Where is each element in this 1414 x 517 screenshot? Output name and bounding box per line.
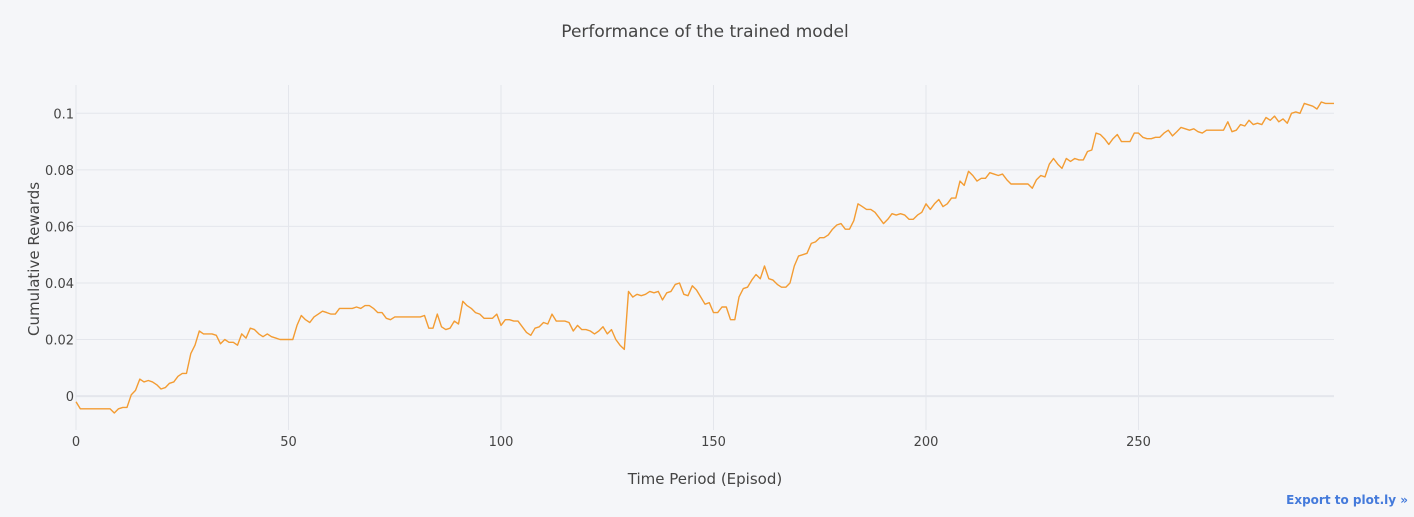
y-tick-label: 0 (66, 390, 74, 405)
y-tick-label: 0.08 (45, 164, 74, 179)
y-tick-label: 0.1 (53, 107, 74, 122)
y-axis-label: Cumulative Rewards (25, 182, 43, 336)
export-to-plotly-link[interactable]: Export to plot.ly » (1286, 493, 1408, 507)
y-tick-label: 0.04 (45, 277, 74, 292)
series-line-cumulative-rewards (75, 101, 1334, 414)
x-tick-label: 150 (701, 435, 726, 450)
y-axis-ticks: 0 0.02 0.04 0.06 0.08 0.1 (45, 107, 74, 405)
x-axis-label: Time Period (Episod) (627, 470, 782, 488)
x-tick-label: 0 (72, 435, 80, 450)
x-tick-label: 100 (489, 435, 514, 450)
y-tick-label: 0.02 (45, 334, 74, 349)
chart-title: Performance of the trained model (561, 22, 848, 42)
x-tick-label: 50 (280, 435, 297, 450)
x-axis-ticks: 0 50 100 150 200 250 (72, 435, 1151, 450)
grid-lines (75, 85, 1334, 430)
x-tick-label: 200 (914, 435, 939, 450)
y-tick-label: 0.06 (45, 220, 74, 235)
x-tick-label: 250 (1126, 435, 1151, 450)
